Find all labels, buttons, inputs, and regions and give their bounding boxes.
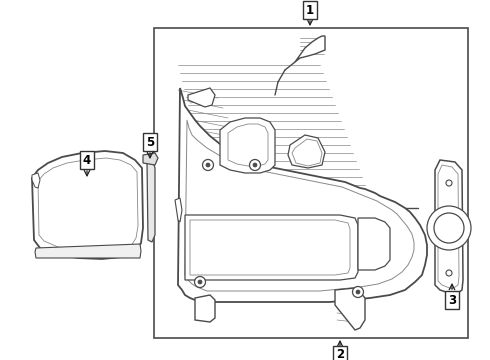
Text: 5: 5 [146, 135, 154, 148]
Circle shape [352, 287, 364, 297]
Polygon shape [335, 288, 365, 330]
Polygon shape [175, 198, 182, 222]
Polygon shape [195, 295, 215, 322]
Circle shape [427, 206, 471, 250]
Polygon shape [35, 244, 141, 258]
Bar [154, 28, 468, 338]
Text: 1: 1 [306, 4, 314, 17]
Circle shape [202, 159, 214, 171]
Text: 3: 3 [448, 293, 456, 306]
Polygon shape [185, 120, 414, 291]
Polygon shape [438, 165, 459, 289]
Circle shape [446, 270, 452, 276]
Polygon shape [190, 220, 350, 275]
Polygon shape [32, 151, 143, 259]
Polygon shape [188, 88, 215, 107]
Polygon shape [147, 160, 155, 242]
Circle shape [253, 163, 257, 167]
Polygon shape [288, 135, 325, 168]
Circle shape [434, 213, 464, 243]
Polygon shape [295, 36, 325, 62]
Circle shape [249, 159, 261, 171]
Circle shape [195, 276, 205, 288]
Polygon shape [220, 118, 275, 173]
Circle shape [446, 180, 452, 186]
Text: 2: 2 [336, 348, 344, 360]
Circle shape [198, 280, 202, 284]
Polygon shape [228, 124, 268, 166]
Circle shape [206, 163, 210, 167]
Polygon shape [358, 218, 390, 270]
Polygon shape [143, 153, 158, 165]
Polygon shape [32, 173, 40, 188]
Polygon shape [178, 88, 427, 302]
Text: 4: 4 [83, 153, 91, 166]
Polygon shape [38, 158, 138, 252]
Polygon shape [185, 215, 358, 280]
Polygon shape [292, 139, 322, 166]
Circle shape [356, 290, 360, 294]
Polygon shape [435, 160, 463, 295]
